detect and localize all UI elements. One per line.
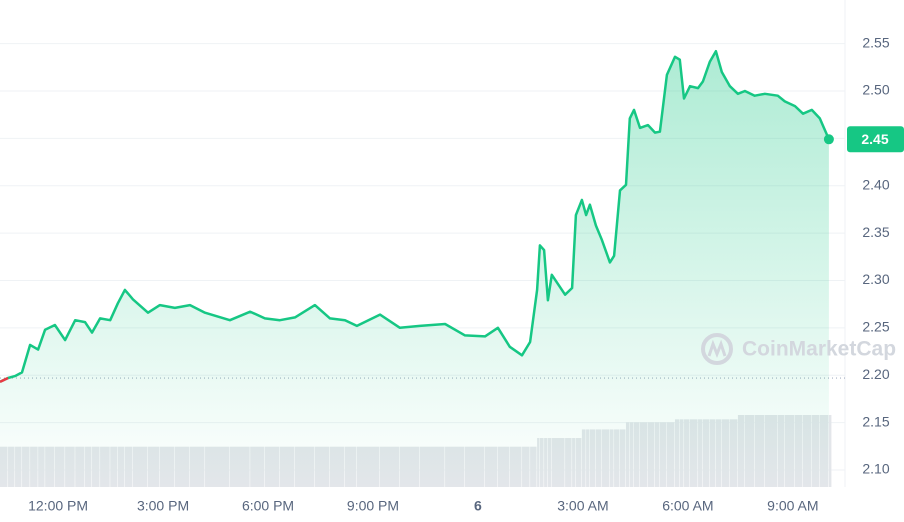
x-tick-label: 9:00 PM xyxy=(347,498,399,514)
watermark-logo xyxy=(701,333,733,365)
x-tick-label: 3:00 AM xyxy=(557,498,608,514)
watermark: CoinMarketCap xyxy=(742,338,896,361)
price-badge-text: 2.45 xyxy=(861,131,888,147)
price-down-segment xyxy=(0,376,9,383)
y-tick-label: 2.10 xyxy=(862,461,889,477)
x-tick-label: 6:00 AM xyxy=(662,498,713,514)
y-tick-label: 2.15 xyxy=(862,413,889,429)
x-tick-label: 12:00 PM xyxy=(28,498,88,514)
y-tick-label: 2.30 xyxy=(862,271,889,287)
x-tick-label: 6:00 PM xyxy=(242,498,294,514)
x-tick-label: 3:00 PM xyxy=(137,498,189,514)
x-tick-label: 9:00 AM xyxy=(767,498,818,514)
price-line xyxy=(0,49,831,383)
price-badge xyxy=(847,126,904,153)
volume-bar xyxy=(828,415,832,487)
y-tick-label: 2.35 xyxy=(862,224,889,240)
last-point xyxy=(823,134,834,145)
y-tick-label: 2.20 xyxy=(862,366,889,382)
y-tick-label: 2.40 xyxy=(862,176,889,192)
x-tick-label: 6 xyxy=(474,498,482,514)
y-tick-label: 2.55 xyxy=(862,34,889,50)
y-tick-label: 2.50 xyxy=(862,82,889,98)
price-area xyxy=(0,51,829,487)
y-tick-label: 2.25 xyxy=(862,319,889,335)
